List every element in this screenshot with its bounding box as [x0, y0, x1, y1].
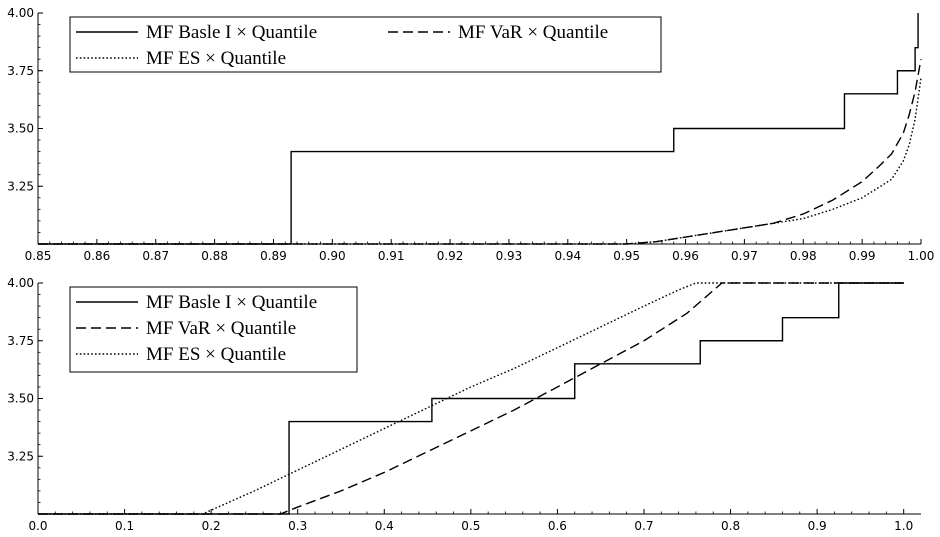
x-tick-label: 0.86 — [84, 249, 111, 263]
x-tick-label: 0.4 — [375, 519, 394, 533]
y-tick-label: 3.50 — [7, 122, 34, 136]
x-tick-label: 0.90 — [319, 249, 346, 263]
chart-panel-1: 0.85 0.86 0.87 0.88 0.89 0.90 0.91 0.92 0.93 0.94… — [7, 6, 934, 263]
x-tick-label: 0.96 — [672, 249, 699, 263]
x-tick-label: 0.9 — [808, 519, 827, 533]
x-tick-label: 0.93 — [496, 249, 523, 263]
series-line-dashed — [38, 282, 904, 515]
x-tick-label: 0.92 — [437, 249, 464, 263]
x-tick-label: 0.98 — [790, 249, 817, 263]
legend-label: MF VaR × Quantile — [458, 22, 608, 43]
y-tick-label: 3.50 — [7, 392, 34, 406]
y-tick-label: 3.75 — [7, 64, 34, 78]
x-tick-label: 0.6 — [548, 519, 567, 533]
x-tick-label: 0.87 — [142, 249, 169, 263]
x-tick-label: 0.99 — [849, 249, 876, 263]
y-tick-label: 3.25 — [7, 179, 34, 193]
x-tick-label: 1.00 — [908, 249, 935, 263]
x-tick-label: 0.3 — [288, 519, 307, 533]
chart-panel-2: 0.0 0.1 0.2 0.3 0.4 0.5 0.6 0.7 0.8 0.9 1.0 3.25 3.5… — [7, 276, 921, 533]
x-tick-label: 0.88 — [201, 249, 228, 263]
y-tick-label: 3.25 — [7, 449, 34, 463]
legend: MF Basle I × Quantile MF VaR × Quantile MF… — [69, 286, 358, 373]
series-line-solid — [38, 282, 904, 515]
x-tick-label: 0.1 — [115, 519, 134, 533]
legend-label: MF Basle I × Quantile — [146, 22, 317, 43]
legend-label: MF Basle I × Quantile — [146, 292, 317, 313]
x-tick-label: 1.0 — [894, 519, 913, 533]
x-tick-label: 0.94 — [554, 249, 581, 263]
x-tick-label: 0.95 — [613, 249, 640, 263]
series-line-dashed — [38, 59, 922, 245]
legend-label: MF VaR × Quantile — [146, 318, 296, 339]
series-line-solid — [38, 13, 919, 245]
legend-label: MF ES × Quantile — [146, 48, 286, 69]
x-tick-label: 0.85 — [25, 249, 52, 263]
legend-box — [69, 286, 358, 373]
x-tick-label: 0.2 — [202, 519, 221, 533]
x-tick-label: 0.8 — [721, 519, 740, 533]
legend: MF Basle I × Quantile MF VaR × Quantile MF… — [69, 16, 662, 73]
x-tick-label: 0.91 — [378, 249, 405, 263]
x-tick-label: 0.5 — [461, 519, 480, 533]
y-tick-label: 3.75 — [7, 334, 34, 348]
y-tick-label: 4.00 — [7, 6, 34, 20]
series-line-dotted — [38, 77, 922, 245]
legend-box — [69, 16, 662, 73]
legend-label: MF ES × Quantile — [146, 344, 286, 365]
x-tick-label: 0.97 — [731, 249, 758, 263]
x-tick-label: 0.7 — [634, 519, 653, 533]
y-tick-label: 4.00 — [7, 276, 34, 290]
x-tick-label: 0.0 — [28, 519, 47, 533]
x-tick-label: 0.89 — [260, 249, 287, 263]
